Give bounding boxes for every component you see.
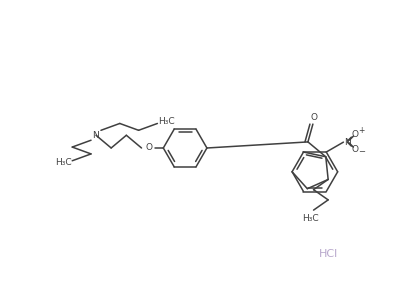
Text: HCl: HCl — [319, 249, 338, 259]
Text: H₃C: H₃C — [55, 158, 72, 167]
Text: N: N — [344, 138, 351, 147]
Text: −: − — [358, 148, 365, 157]
Text: N: N — [93, 131, 99, 140]
Text: O: O — [146, 143, 153, 153]
Text: H₃C: H₃C — [302, 214, 319, 222]
Text: O: O — [352, 145, 359, 154]
Text: +: + — [358, 126, 364, 135]
Text: O: O — [352, 130, 359, 139]
Text: H₃C: H₃C — [158, 117, 175, 126]
Text: O: O — [310, 113, 318, 122]
